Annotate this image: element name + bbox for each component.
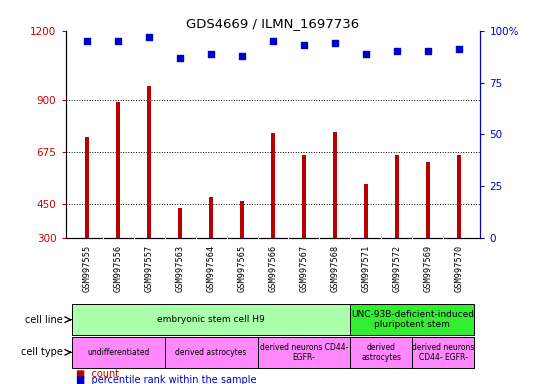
Bar — [209, 197, 213, 238]
Bar — [164, 337, 258, 368]
Text: GSM997572: GSM997572 — [393, 245, 401, 292]
Bar — [302, 155, 306, 238]
Text: UNC-93B-deficient-induced
pluripotent stem: UNC-93B-deficient-induced pluripotent st… — [351, 310, 474, 329]
Text: undifferentiated: undifferentiated — [87, 348, 150, 357]
Text: GSM997566: GSM997566 — [269, 245, 277, 292]
Point — [361, 50, 370, 56]
Text: GSM997570: GSM997570 — [454, 245, 464, 292]
Text: derived neurons CD44-
EGFR-: derived neurons CD44- EGFR- — [260, 343, 348, 362]
Text: GSM997565: GSM997565 — [238, 245, 247, 292]
Point — [114, 38, 122, 44]
Point — [176, 55, 185, 61]
Point — [454, 46, 463, 53]
Bar — [412, 337, 474, 368]
Bar — [72, 304, 351, 335]
Bar — [178, 208, 182, 238]
Text: GSM997555: GSM997555 — [82, 245, 92, 292]
Bar — [457, 155, 461, 238]
Bar — [351, 304, 474, 335]
Point — [207, 50, 216, 56]
Text: derived
astrocytes: derived astrocytes — [361, 343, 401, 362]
Text: cell type: cell type — [21, 347, 63, 358]
Text: GSM997567: GSM997567 — [299, 245, 308, 292]
Text: derived astrocytes: derived astrocytes — [175, 348, 247, 357]
Bar — [147, 86, 151, 238]
Point — [424, 48, 432, 55]
Text: GSM997563: GSM997563 — [176, 245, 185, 292]
Bar — [240, 201, 244, 238]
Text: GSM997557: GSM997557 — [145, 245, 153, 292]
Title: GDS4669 / ILMN_1697736: GDS4669 / ILMN_1697736 — [186, 17, 360, 30]
Bar — [333, 132, 337, 238]
Bar — [271, 133, 275, 238]
Text: GSM997569: GSM997569 — [423, 245, 432, 292]
Point — [393, 48, 401, 55]
Bar — [351, 337, 412, 368]
Bar — [395, 155, 399, 238]
Text: cell line: cell line — [25, 314, 63, 325]
Point — [330, 40, 339, 46]
Bar — [426, 162, 430, 238]
Point — [269, 38, 277, 44]
Bar — [72, 337, 164, 368]
Text: GSM997571: GSM997571 — [361, 245, 370, 292]
Text: GSM997564: GSM997564 — [206, 245, 216, 292]
Point — [145, 34, 153, 40]
Point — [300, 42, 308, 48]
Text: derived neurons
CD44- EGFR-: derived neurons CD44- EGFR- — [412, 343, 474, 362]
Bar — [116, 102, 120, 238]
Bar — [364, 184, 368, 238]
Point — [238, 53, 246, 59]
Text: embryonic stem cell H9: embryonic stem cell H9 — [157, 315, 265, 324]
Text: GSM997568: GSM997568 — [330, 245, 340, 292]
Text: ■  percentile rank within the sample: ■ percentile rank within the sample — [76, 375, 257, 384]
Bar — [258, 337, 351, 368]
Text: GSM997556: GSM997556 — [114, 245, 123, 292]
Text: ■  count: ■ count — [76, 369, 120, 379]
Point — [83, 38, 92, 44]
Bar — [85, 137, 89, 238]
